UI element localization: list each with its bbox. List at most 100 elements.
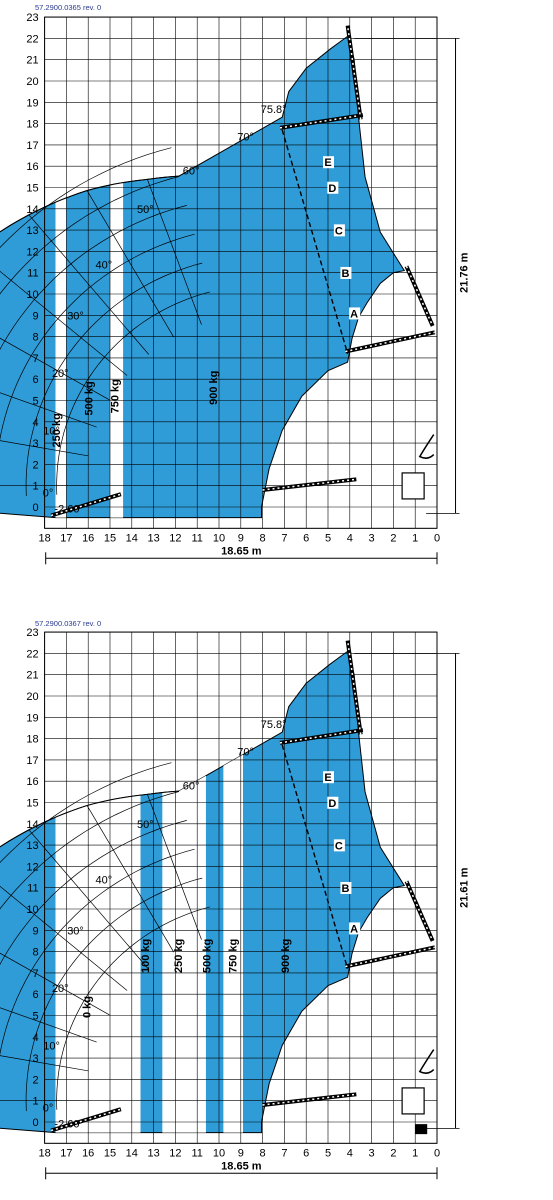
point-label-b: B: [341, 268, 349, 280]
point-label-a: A: [350, 308, 358, 320]
x-tick-label: 6: [303, 1147, 309, 1159]
x-tick-label: 9: [238, 1147, 244, 1159]
x-tick-label: 13: [147, 1147, 159, 1159]
point-label-c: C: [335, 225, 343, 237]
point-label-a: A: [350, 923, 358, 935]
angle-label: 50°: [137, 819, 154, 831]
x-tick-label: 1: [412, 1147, 418, 1159]
load-band-label: 900 kg: [208, 371, 220, 405]
x-tick-label: 2: [390, 532, 396, 544]
radius-arc: [0, 791, 180, 910]
load-chart-panel-1: 57.2900.0365 rev. 0-2.60°0°10°20°30°40°5…: [0, 3, 471, 565]
boom-low-mid-truss: [262, 1093, 357, 1106]
y-tick-label: 15: [26, 798, 38, 810]
y-tick-label: 21: [26, 55, 38, 67]
y-tick-label: 3: [32, 1053, 38, 1065]
point-label-c: C: [335, 840, 343, 852]
load-band-label: 0 kg: [81, 996, 93, 1018]
x-tick-label: 12: [169, 532, 181, 544]
y-tick-label: 5: [32, 1011, 38, 1023]
boom-silhouettes: [50, 640, 436, 1135]
radius-arc: [25, 877, 203, 1112]
boom-mid-right-truss: [345, 946, 435, 968]
boom-right-basket-truss: [405, 266, 434, 327]
point-marker-bg: [323, 156, 334, 169]
point-marker-bg: [333, 224, 345, 237]
outer-boundary: [0, 790, 180, 848]
chart-reference: 57.2900.0365 rev. 0: [35, 3, 101, 12]
y-tick-label: 20: [26, 691, 38, 703]
angle-rays: [0, 794, 202, 1102]
x-tick-label: 5: [325, 1147, 331, 1159]
chart-reference: 57.2900.0367 rev. 0: [35, 619, 101, 628]
x-tick-label: 1: [412, 532, 418, 544]
x-tick-label: 17: [60, 1147, 72, 1159]
radius-arc: [0, 233, 195, 441]
y-tick-label: 22: [26, 33, 38, 45]
y-tick-label: 7: [32, 968, 38, 980]
outer-boundary: [0, 175, 180, 233]
angle-rays: [0, 179, 202, 487]
radius-arc: [0, 820, 187, 966]
machine-mirror: [418, 1049, 435, 1074]
point-label-b: B: [341, 883, 349, 895]
radius-arc: [0, 848, 195, 1056]
angle-ray: [0, 270, 128, 376]
load-band-label: 250 kg: [51, 413, 63, 447]
angle-label: 0°: [43, 1102, 54, 1114]
y-tick-label: 11: [27, 883, 38, 895]
white-band: [110, 36, 124, 518]
point-marker-bg: [340, 266, 352, 279]
angle-label: 30°: [67, 926, 84, 938]
x-tick-label: 14: [126, 1147, 138, 1159]
radius-arcs: [0, 762, 210, 1112]
y-tick-label: 17: [26, 755, 38, 767]
point-label-e: E: [324, 157, 331, 169]
load-band-label: 900 kg: [280, 939, 292, 973]
y-tick-label: 23: [26, 12, 38, 24]
load-band-label: 750 kg: [227, 939, 239, 973]
angle-label: 20°: [52, 368, 69, 380]
y-tick-label: 7: [32, 353, 38, 365]
angle-ray: [86, 805, 175, 953]
angle-label: 20°: [52, 983, 69, 995]
load-band-label: 250 kg: [173, 939, 185, 973]
load-band-label: 100 kg: [140, 939, 152, 973]
x-tick-label: 4: [347, 1147, 353, 1159]
load-band-label: 500 kg: [84, 381, 96, 415]
boom-top-vertical-truss: [346, 25, 362, 120]
limit-dashed-line: [281, 129, 349, 354]
x-tick-label: 0: [434, 1147, 440, 1159]
height-label: 21.61 m: [459, 867, 471, 908]
y-tick-label: 19: [26, 712, 38, 724]
y-tick-label: 6: [32, 374, 38, 386]
angle-ray: [0, 885, 128, 991]
x-tick-label: 16: [82, 532, 94, 544]
y-tick-label: 19: [26, 97, 38, 109]
load-chart-panel-2: 57.2900.0367 rev. 0-2.60°0°10°20°30°40°5…: [0, 619, 471, 1180]
x-tick-label: 4: [347, 532, 353, 544]
y-tick-label: 11: [27, 268, 38, 280]
x-tick-label: 14: [126, 532, 138, 544]
y-tick-label: 9: [32, 310, 38, 322]
x-tick-label: 18: [38, 1147, 50, 1159]
y-tick-label: 15: [26, 183, 38, 195]
y-tick-label: 0: [32, 502, 38, 514]
machine-mirror: [418, 434, 435, 459]
x-tick-label: 17: [60, 532, 72, 544]
x-tick-label: 7: [281, 532, 287, 544]
y-tick-label: 8: [32, 332, 38, 344]
radius-arc: [56, 291, 210, 495]
x-tick-label: 11: [191, 1147, 202, 1159]
y-tick-label: 22: [26, 648, 38, 660]
x-tick-label: 10: [213, 1147, 225, 1159]
boom-low-left-truss: [50, 1108, 122, 1132]
load-band-label: 750 kg: [110, 379, 122, 413]
angle-label: 75.8°: [261, 719, 287, 731]
y-tick-label: 12: [26, 246, 38, 258]
load-band-label: 500 kg: [201, 939, 213, 973]
y-tick-label: 8: [32, 947, 38, 959]
reach-label: 18.65 m: [221, 1160, 262, 1172]
machine-cab: [401, 1087, 425, 1115]
